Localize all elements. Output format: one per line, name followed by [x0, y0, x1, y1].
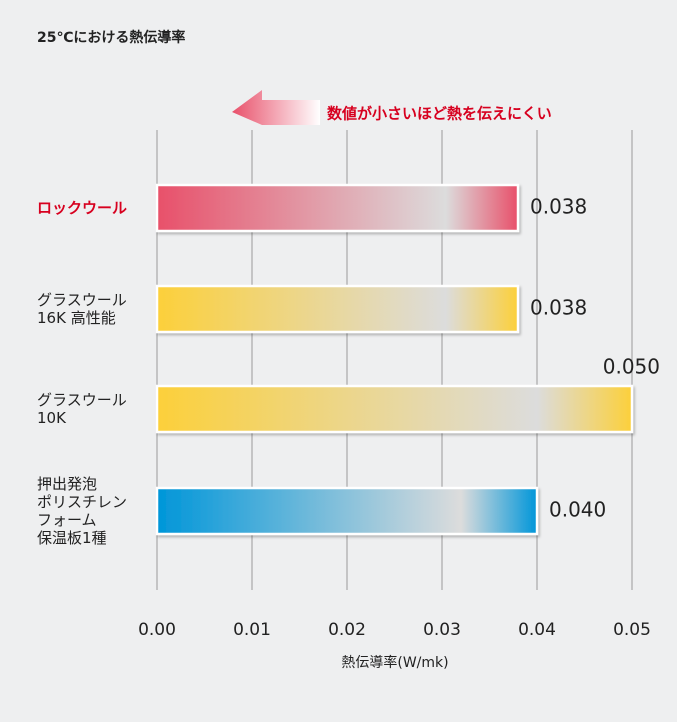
chart-title: 25℃における熱伝導率: [37, 29, 185, 46]
x-tick-label: 0.04: [518, 620, 556, 640]
category-label: グラスウール 16K 高性能: [37, 291, 127, 327]
category-label: 押出発泡ポリスチレンフォーム保温板1種: [37, 475, 127, 547]
x-tick-label: 0.03: [423, 620, 461, 640]
value-label: 0.038: [530, 296, 587, 320]
value-label: 0.038: [530, 195, 587, 219]
category-line: グラスウール: [37, 291, 127, 309]
bar: [155, 384, 634, 434]
x-tick-label: 0.01: [233, 620, 271, 640]
bar: [155, 284, 520, 334]
x-tick-label: 0.05: [613, 620, 651, 640]
category-label: ロックウール: [37, 199, 127, 217]
category-line: ポリスチレン: [37, 493, 127, 511]
annotation: 数値が小さいほど熱を伝えにくい: [327, 105, 552, 123]
x-tick-label: 0.00: [138, 620, 176, 640]
category-line: 10K: [37, 409, 67, 427]
category-line: フォーム: [37, 511, 97, 529]
bar: [155, 183, 520, 233]
category-line: グラスウール: [37, 391, 127, 409]
category-line: 保温板1種: [37, 529, 107, 547]
value-label: 0.050: [603, 355, 660, 379]
x-axis-label: 熱伝導率(W/mk): [341, 654, 448, 671]
category-label: グラスウール 10K: [37, 391, 127, 427]
value-label: 0.040: [549, 498, 606, 522]
bar: [155, 486, 539, 536]
category-line: 16K 高性能: [37, 309, 116, 327]
category-line: 押出発泡: [37, 475, 97, 493]
category-line: ロックウール: [37, 199, 127, 217]
x-tick-label: 0.02: [328, 620, 366, 640]
annotation-arrow: [232, 90, 320, 125]
